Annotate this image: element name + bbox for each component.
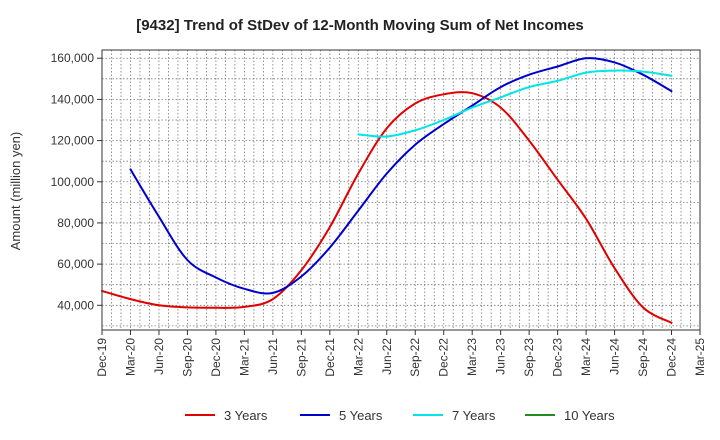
x-tick-label: Mar-23 <box>465 338 479 376</box>
legend-label: 10 Years <box>564 408 615 423</box>
series-line-7-years <box>357 69 673 138</box>
plot-area-border <box>101 49 701 331</box>
x-tick-label: Jun-24 <box>608 338 622 375</box>
x-tick-label: Sep-22 <box>408 338 422 377</box>
x-tick-label: Mar-20 <box>123 338 137 376</box>
x-tick-label: Dec-23 <box>551 338 565 377</box>
series-line-5-years <box>129 57 673 295</box>
x-tick-label: Dec-21 <box>323 338 337 377</box>
x-tick-label: Jun-22 <box>380 338 394 375</box>
y-axis-label: Amount (million yen) <box>8 132 23 251</box>
y-tick-label: 60,000 <box>57 257 94 271</box>
y-tick-label: 40,000 <box>57 298 94 312</box>
x-axis-ticks: Dec-19 Mar-20 Jun-20 Sep-20 Dec-20 Mar-21 Jun-… <box>95 330 707 377</box>
x-tick-label: Mar-22 <box>351 338 365 376</box>
x-tick-label: Dec-20 <box>209 338 223 377</box>
x-tick-label: Dec-19 <box>95 338 109 377</box>
series-layer <box>101 57 673 324</box>
legend-label: 3 Years <box>224 408 268 423</box>
y-tick-label: 140,000 <box>51 92 95 106</box>
grid-lines <box>102 50 700 330</box>
y-axis-ticks: 40,000 60,000 80,000 100,000 120,000 140,000 1… <box>51 51 102 312</box>
x-tick-label: Dec-22 <box>437 338 451 377</box>
x-tick-label: Dec-24 <box>665 338 679 377</box>
legend-label: 5 Years <box>339 408 383 423</box>
x-tick-label: Mar-25 <box>693 338 707 376</box>
x-tick-label: Sep-24 <box>636 338 650 377</box>
x-tick-label: Mar-21 <box>237 338 251 376</box>
y-tick-label: 120,000 <box>51 134 95 148</box>
legend: 3 Years 5 Years 7 Years 10 Years <box>185 408 615 423</box>
x-tick-label: Sep-23 <box>522 338 536 377</box>
chart-title: [9432] Trend of StDev of 12-Month Moving… <box>136 17 584 34</box>
x-tick-label: Jun-20 <box>152 338 166 375</box>
series-line-3-years <box>101 91 673 324</box>
x-tick-label: Jun-23 <box>494 338 508 375</box>
x-tick-label: Sep-20 <box>180 338 194 377</box>
x-tick-label: Jun-21 <box>266 338 280 375</box>
y-tick-label: 100,000 <box>51 175 95 189</box>
x-tick-label: Mar-24 <box>579 338 593 376</box>
legend-label: 7 Years <box>452 408 496 423</box>
y-tick-label: 80,000 <box>57 216 94 230</box>
x-tick-label: Sep-21 <box>294 338 308 377</box>
y-tick-label: 160,000 <box>51 51 95 65</box>
